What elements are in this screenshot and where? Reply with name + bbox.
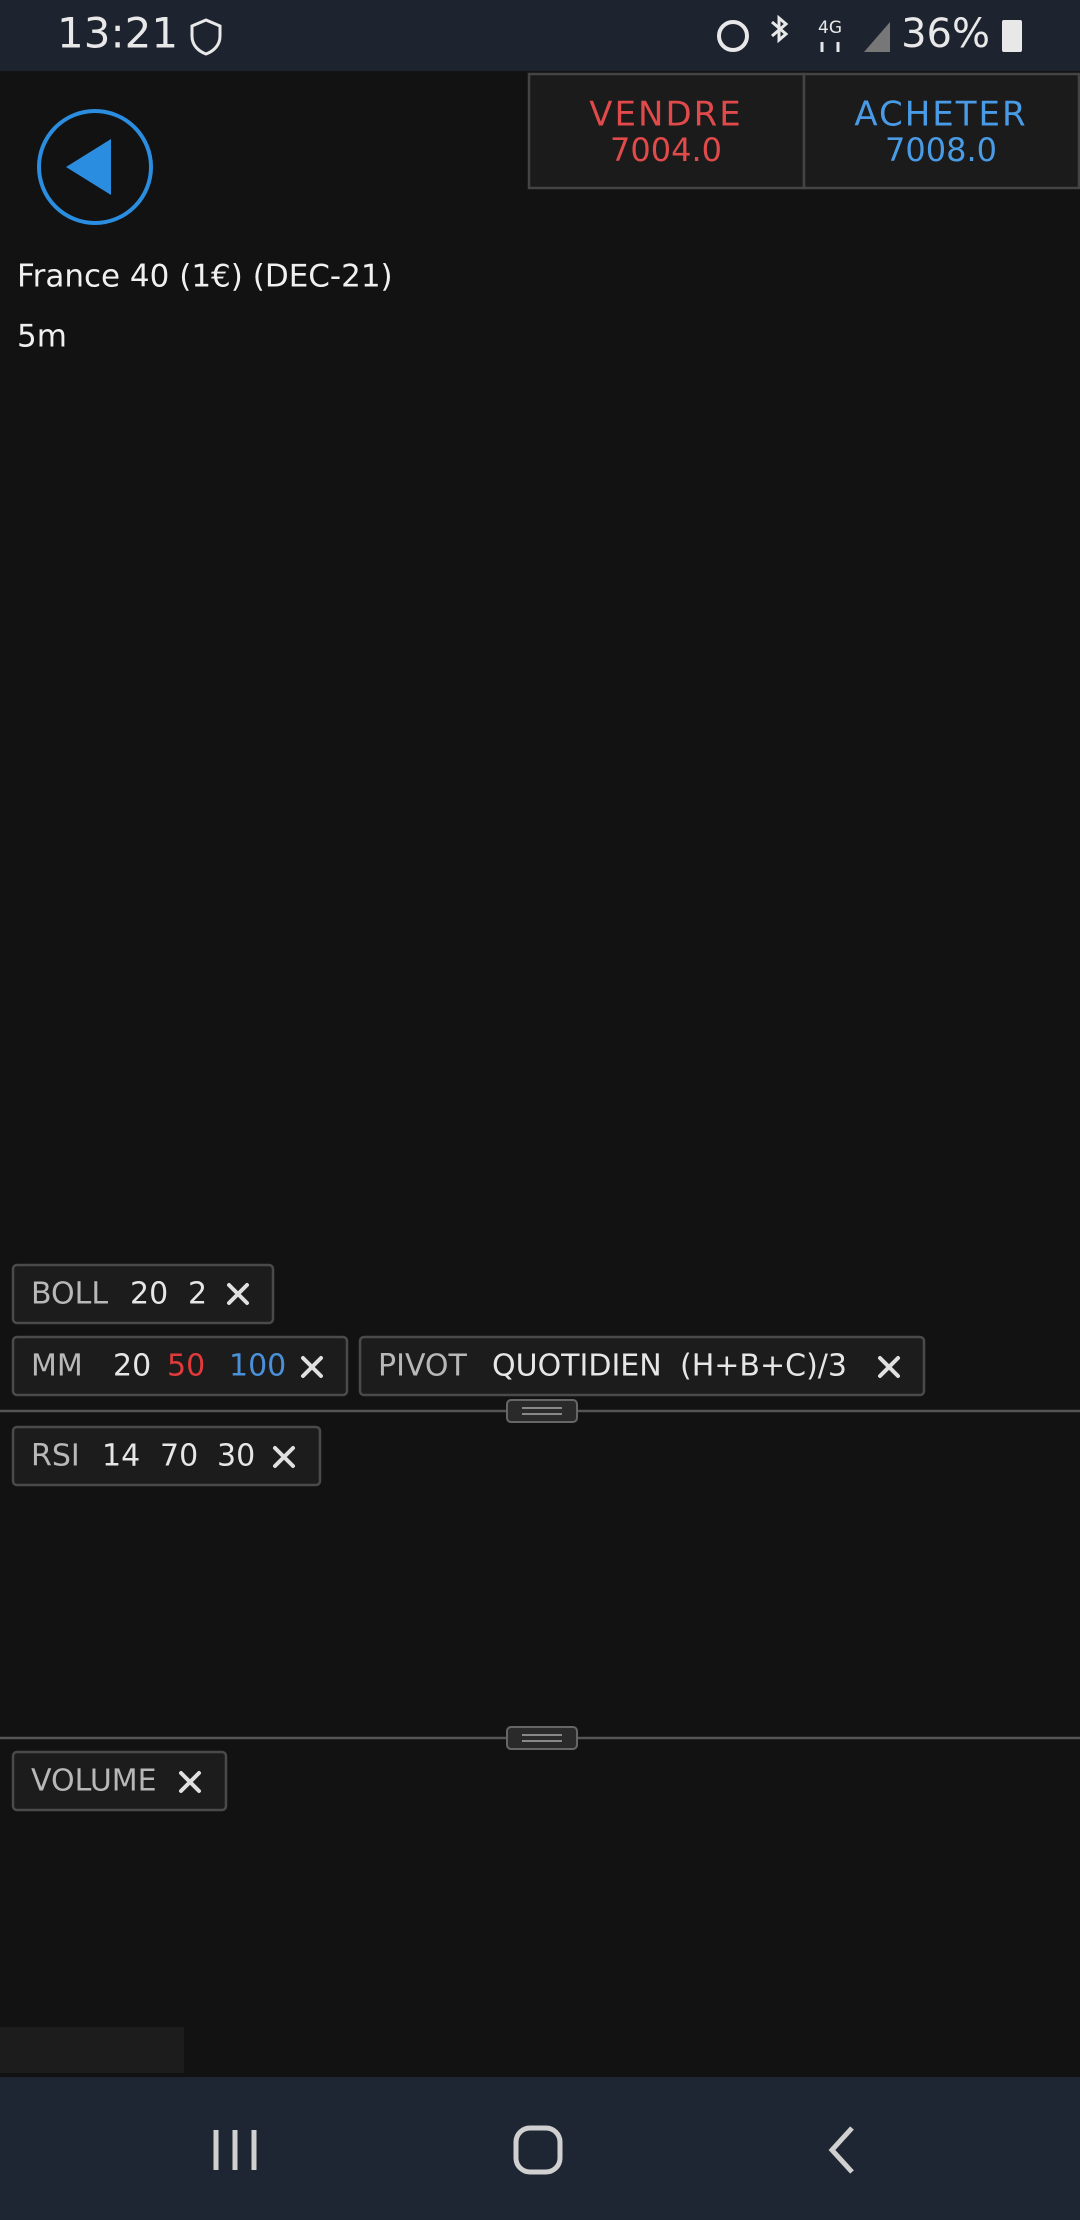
date-box <box>0 2027 184 2073</box>
chip-param: (H+B+C)/3 <box>680 1349 847 1384</box>
chip-name: MM <box>31 1349 83 1384</box>
status-bar <box>0 0 1080 71</box>
chip-param: 20 <box>113 1349 151 1384</box>
shield-icon <box>190 18 222 56</box>
data-arrows <box>820 42 840 52</box>
mm-chip[interactable] <box>11 1335 349 1397</box>
sell-label[interactable]: VENDRE <box>589 95 742 135</box>
rsi-chip[interactable] <box>11 1425 322 1487</box>
battery-level: 36% <box>901 11 990 57</box>
alarm-icon <box>717 20 749 52</box>
volume-chip[interactable] <box>11 1750 228 1812</box>
buy-price[interactable]: 7008.0 <box>885 131 997 169</box>
chip-param: 2 <box>188 1277 207 1312</box>
back-nav-button[interactable] <box>828 2126 854 2174</box>
close-icon[interactable] <box>273 1446 295 1468</box>
close-icon[interactable] <box>878 1356 900 1378</box>
chip-param: QUOTIDIEN <box>492 1349 662 1384</box>
network-type: 4G <box>818 18 842 38</box>
resize-handle[interactable] <box>506 1726 578 1750</box>
chip-param: 100 <box>229 1349 286 1384</box>
handle-grip <box>522 1407 562 1415</box>
chip-param: 20 <box>130 1277 168 1312</box>
signal-icon <box>864 22 890 52</box>
chip-param: 30 <box>217 1439 255 1474</box>
chip-name: RSI <box>31 1439 80 1474</box>
chip-param: 50 <box>167 1349 205 1384</box>
chip-param: 14 <box>102 1439 140 1474</box>
pivot-chip[interactable] <box>358 1335 926 1397</box>
back-arrow <box>66 139 111 195</box>
sell-price[interactable]: 7004.0 <box>610 131 722 169</box>
bluetooth-icon <box>771 14 789 44</box>
sell-button[interactable] <box>527 72 806 190</box>
nav-bar <box>0 2077 1080 2220</box>
recents-button[interactable] <box>213 2130 257 2170</box>
close-icon[interactable] <box>179 1771 201 1793</box>
buy-button[interactable] <box>802 72 1080 190</box>
instrument-title: France 40 (1€) (DEC-21) <box>17 259 393 295</box>
battery-icon <box>1002 20 1022 52</box>
close-icon[interactable] <box>227 1283 249 1305</box>
chip-name: VOLUME <box>31 1764 157 1799</box>
home-button[interactable] <box>513 2125 563 2175</box>
chip-param: 70 <box>160 1439 198 1474</box>
buy-label[interactable]: ACHETER <box>854 95 1027 135</box>
boll-chip[interactable] <box>11 1263 275 1325</box>
timeframe: 5m <box>17 319 67 355</box>
chip-name: BOLL <box>31 1277 108 1312</box>
resize-handle[interactable] <box>506 1399 578 1423</box>
chip-name: PIVOT <box>378 1349 468 1384</box>
status-time: 13:21 <box>57 9 178 58</box>
handle-grip <box>522 1734 562 1742</box>
close-icon[interactable] <box>301 1356 323 1378</box>
